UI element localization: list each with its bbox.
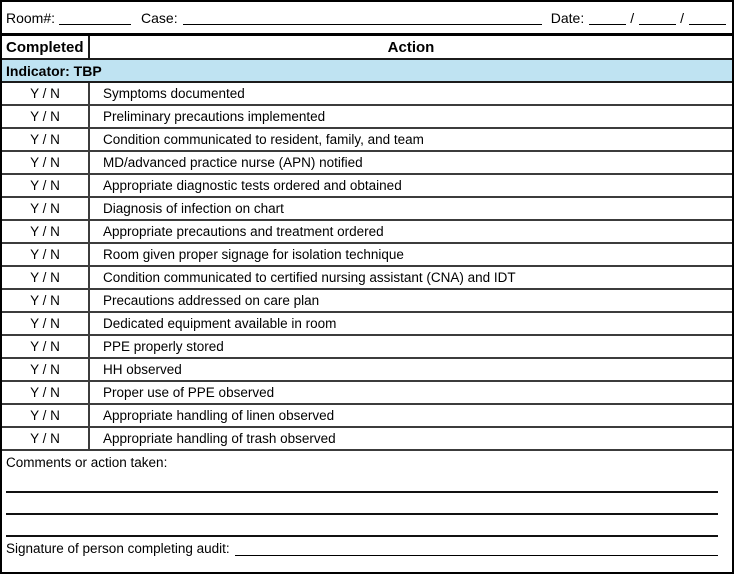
- date-day-field[interactable]: [639, 13, 677, 25]
- table-row: Y / N Dedicated equipment available in r…: [2, 313, 732, 336]
- date-month-field[interactable]: [589, 13, 627, 25]
- yes-no-choice[interactable]: Y / N: [2, 428, 90, 449]
- action-text: Dedicated equipment available in room: [103, 316, 337, 331]
- yes-no-choice[interactable]: Y / N: [2, 359, 90, 380]
- action-text: Diagnosis of infection on chart: [103, 201, 284, 216]
- case-label: Case:: [141, 10, 178, 26]
- date-year-field[interactable]: [689, 13, 726, 25]
- yes-no-choice[interactable]: Y / N: [2, 313, 90, 334]
- action-text: MD/advanced practice nurse (APN) notifie…: [103, 155, 363, 170]
- yes-no-choice[interactable]: Y / N: [2, 244, 90, 265]
- room-label: Room#:: [6, 10, 56, 26]
- action-text: Proper use of PPE observed: [103, 385, 275, 400]
- form-header-fields: Room#: Case: Date: / /: [2, 2, 732, 36]
- table-row: Y / N MD/advanced practice nurse (APN) n…: [2, 152, 732, 175]
- indicator-row: Indicator: TBP: [2, 60, 732, 83]
- yes-no-choice[interactable]: Y / N: [2, 267, 90, 288]
- table-row: Y / N HH observed: [2, 359, 732, 382]
- comments-line[interactable]: [6, 515, 718, 537]
- action-text: Room given proper signage for isolation …: [103, 247, 404, 262]
- comments-label: Comments or action taken:: [6, 455, 168, 470]
- table-row: Y / N Appropriate handling of trash obse…: [2, 428, 732, 451]
- table-row: Y / N Appropriate diagnostic tests order…: [2, 175, 732, 198]
- signature-row: Signature of person completing audit:: [6, 541, 718, 556]
- room-field[interactable]: [59, 13, 132, 25]
- case-field[interactable]: [182, 13, 542, 25]
- comments-line[interactable]: [6, 493, 718, 515]
- comments-section: Comments or action taken: Signature of p…: [2, 451, 732, 572]
- table-row: Y / N Appropriate handling of linen obse…: [2, 405, 732, 428]
- table-row: Y / N Appropriate precautions and treatm…: [2, 221, 732, 244]
- yes-no-choice[interactable]: Y / N: [2, 198, 90, 219]
- table-row: Y / N Preliminary precautions implemente…: [2, 106, 732, 129]
- yes-no-choice[interactable]: Y / N: [2, 290, 90, 311]
- table-row: Y / N Condition communicated to certifie…: [2, 267, 732, 290]
- yes-no-choice[interactable]: Y / N: [2, 83, 90, 104]
- table-row: Y / N Diagnosis of infection on chart: [2, 198, 732, 221]
- yes-no-choice[interactable]: Y / N: [2, 175, 90, 196]
- checklist-rows: Y / N Symptoms documented Y / N Prelimin…: [2, 83, 732, 451]
- action-text: Preliminary precautions implemented: [103, 109, 326, 124]
- column-header-action: Action: [387, 38, 435, 56]
- yes-no-choice[interactable]: Y / N: [2, 106, 90, 127]
- table-row: Y / N Room given proper signage for isol…: [2, 244, 732, 267]
- action-text: Condition communicated to certified nurs…: [103, 270, 516, 285]
- action-text: Appropriate handling of linen observed: [103, 408, 335, 423]
- signature-label: Signature of person completing audit:: [6, 541, 230, 556]
- yes-no-choice[interactable]: Y / N: [2, 382, 90, 403]
- action-text: Appropriate diagnostic tests ordered and…: [103, 178, 402, 193]
- table-row: Y / N Precautions addressed on care plan: [2, 290, 732, 313]
- yes-no-choice[interactable]: Y / N: [2, 405, 90, 426]
- action-text: Condition communicated to resident, fami…: [103, 132, 424, 147]
- table-row: Y / N PPE properly stored: [2, 336, 732, 359]
- table-row: Y / N Proper use of PPE observed: [2, 382, 732, 405]
- yes-no-choice[interactable]: Y / N: [2, 152, 90, 173]
- date-separator: /: [680, 10, 684, 26]
- action-text: Precautions addressed on care plan: [103, 293, 320, 308]
- yes-no-choice[interactable]: Y / N: [2, 221, 90, 242]
- column-header-completed: Completed: [2, 36, 90, 58]
- yes-no-choice[interactable]: Y / N: [2, 336, 90, 357]
- signature-field[interactable]: [234, 544, 718, 556]
- comments-line[interactable]: [6, 471, 718, 493]
- action-text: Appropriate precautions and treatment or…: [103, 224, 384, 239]
- table-row: Y / N Symptoms documented: [2, 83, 732, 106]
- table-header: Completed Action: [2, 36, 732, 60]
- date-separator: /: [630, 10, 635, 26]
- action-text: Symptoms documented: [103, 86, 245, 101]
- table-row: Y / N Condition communicated to resident…: [2, 129, 732, 152]
- action-text: PPE properly stored: [103, 339, 224, 354]
- yes-no-choice[interactable]: Y / N: [2, 129, 90, 150]
- action-text: Appropriate handling of trash observed: [103, 431, 336, 446]
- action-text: HH observed: [103, 362, 182, 377]
- date-label: Date:: [550, 10, 585, 26]
